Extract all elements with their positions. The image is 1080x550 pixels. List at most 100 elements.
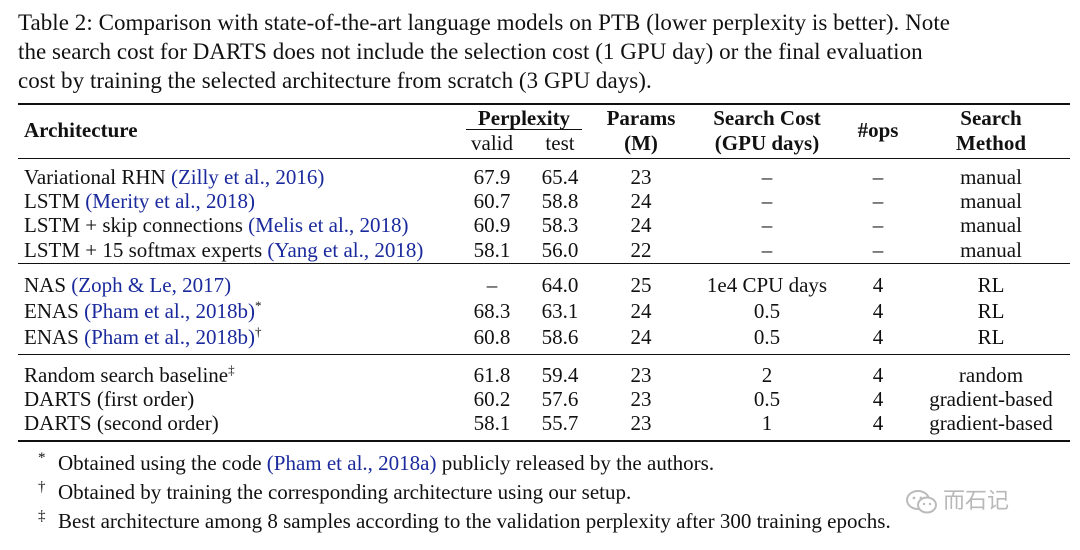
cost-cell: 0.5	[753, 387, 781, 411]
caption-line-3: cost by training the selected architectu…	[18, 68, 652, 93]
ops-cell: –	[872, 165, 884, 189]
citation-link[interactable]: (Pham et al., 2018a)	[266, 451, 437, 475]
header-search-cost: Search Cost	[713, 106, 821, 130]
method-cell: RL	[977, 299, 1005, 323]
valid-cell: 60.8	[473, 325, 511, 349]
method-cell: gradient-based	[929, 411, 1053, 435]
cost-cell: –	[761, 189, 773, 213]
valid-cell: 68.3	[473, 299, 511, 323]
ops-cell: –	[872, 238, 884, 262]
valid-cell: 67.9	[473, 165, 511, 189]
citation-link[interactable]: (Yang et al., 2018)	[267, 238, 424, 262]
ops-cell: –	[872, 213, 884, 237]
params-cell: 23	[630, 363, 652, 387]
test-cell: 56.0	[541, 238, 579, 262]
footnote-mark: *	[254, 298, 262, 313]
params-cell: 25	[630, 273, 652, 297]
test-cell: 63.1	[541, 299, 579, 323]
citation-link[interactable]: (Pham et al., 2018b)	[84, 325, 255, 349]
wechat-icon	[906, 490, 937, 514]
architecture-name: ENAS	[24, 325, 85, 349]
valid-cell: –	[486, 273, 498, 297]
footnote: † Obtained by training the corresponding …	[38, 479, 631, 505]
group-rule-1	[18, 263, 1070, 264]
citation-link[interactable]: (Melis et al., 2018)	[248, 213, 409, 237]
test-cell: 58.6	[541, 325, 579, 349]
cost-cell: 0.5	[753, 299, 781, 323]
params-cell: 24	[630, 189, 652, 213]
citation-link[interactable]: (Merity et al., 2018)	[85, 189, 255, 213]
architecture-cell: DARTS (first order)	[24, 387, 194, 411]
footnote-symbol: *	[38, 450, 46, 466]
ops-cell: 4	[872, 387, 884, 411]
ops-cell: 4	[872, 299, 884, 323]
header-params-unit: (M)	[624, 131, 658, 155]
method-cell: RL	[977, 325, 1005, 349]
architecture-name: DARTS (second order)	[24, 411, 219, 435]
ops-cell: –	[872, 189, 884, 213]
method-cell: manual	[960, 189, 1022, 213]
header-search-cost-unit: (GPU days)	[714, 131, 820, 155]
architecture-cell: DARTS (second order)	[24, 411, 219, 435]
architecture-name: Variational RHN	[24, 165, 171, 189]
cost-cell: 1	[761, 411, 773, 435]
citation-link[interactable]: (Pham et al., 2018b)	[84, 299, 255, 323]
params-cell: 23	[630, 411, 652, 435]
valid-cell: 58.1	[473, 411, 511, 435]
architecture-name: ENAS	[24, 299, 85, 323]
test-cell: 55.7	[541, 411, 579, 435]
header-perplexity: Perplexity	[477, 106, 571, 130]
architecture-name: LSTM + 15 softmax experts	[24, 238, 268, 262]
architecture-cell: LSTM + 15 softmax experts (Yang et al., …	[24, 238, 423, 262]
perplexity-subrule	[466, 129, 582, 130]
watermark: 而石记	[905, 483, 1009, 515]
cost-cell: –	[761, 238, 773, 262]
table-bottom-rule	[18, 440, 1070, 442]
architecture-cell: LSTM + skip connections (Melis et al., 2…	[24, 213, 409, 237]
method-cell: manual	[960, 213, 1022, 237]
group-rule-2	[18, 354, 1070, 355]
params-cell: 23	[630, 387, 652, 411]
test-cell: 58.8	[541, 189, 579, 213]
footnote: * Obtained using the code (Pham et al., 2…	[38, 450, 714, 476]
valid-cell: 58.1	[473, 238, 511, 262]
header-test: test	[545, 131, 575, 155]
cost-cell: –	[761, 213, 773, 237]
header-rule	[18, 158, 1070, 159]
ops-cell: 4	[872, 363, 884, 387]
method-cell: random	[958, 363, 1024, 387]
cost-cell: 0.5	[753, 325, 781, 349]
valid-cell: 61.8	[473, 363, 511, 387]
params-cell: 23	[630, 165, 652, 189]
test-cell: 65.4	[541, 165, 579, 189]
cost-cell: –	[761, 165, 773, 189]
citation-link[interactable]: (Zoph & Le, 2017)	[71, 273, 232, 297]
valid-cell: 60.9	[473, 213, 511, 237]
architecture-name: LSTM + skip connections	[24, 213, 249, 237]
citation-link[interactable]: (Zilly et al., 2016)	[170, 165, 325, 189]
footnote-text: Obtained by training the corresponding a…	[58, 480, 632, 504]
header-architecture: Architecture	[24, 118, 138, 142]
architecture-name: DARTS (first order)	[24, 387, 195, 411]
params-cell: 24	[630, 299, 652, 323]
ops-cell: 4	[872, 325, 884, 349]
header-search-method: Search	[960, 106, 1022, 130]
architecture-cell: Variational RHN (Zilly et al., 2016)	[24, 165, 324, 189]
params-cell: 24	[630, 325, 652, 349]
method-cell: RL	[977, 273, 1005, 297]
footnote-symbol: †	[38, 479, 46, 495]
architecture-name: LSTM	[24, 189, 86, 213]
test-cell: 57.6	[541, 387, 579, 411]
footnote: ‡ Best architecture among 8 samples accor…	[38, 508, 891, 534]
footnote-symbol: ‡	[38, 508, 46, 524]
footnote-text-continued: publicly released by the authors.	[436, 451, 715, 475]
test-cell: 64.0	[541, 273, 579, 297]
header-params: Params	[606, 106, 676, 130]
footnote-text: Obtained using the code	[58, 451, 267, 475]
caption-line-1: Table 2: Comparison with state-of-the-ar…	[18, 10, 951, 35]
valid-cell: 60.7	[473, 189, 511, 213]
method-cell: gradient-based	[929, 387, 1053, 411]
header-search-method-line2: Method	[956, 131, 1026, 155]
architecture-name: NAS	[24, 273, 72, 297]
header-ops: #ops	[857, 118, 899, 142]
